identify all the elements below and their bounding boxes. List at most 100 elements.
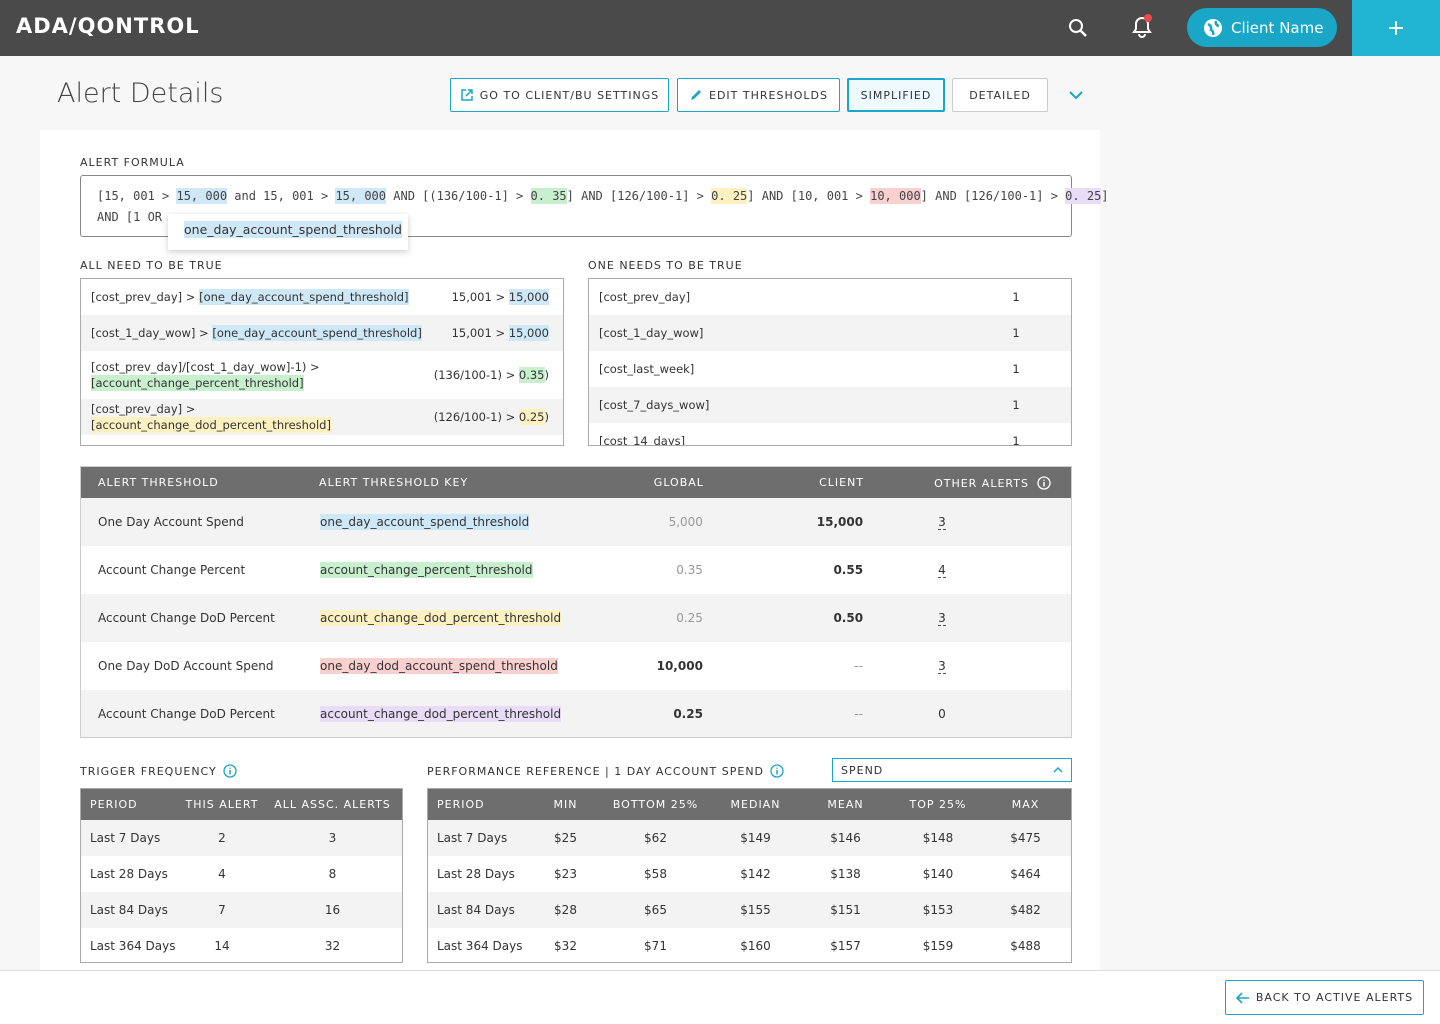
back-button[interactable]: BACK TO ACTIVE ALERTS: [1225, 980, 1424, 1015]
cell: $488: [981, 928, 1071, 962]
cell: 7: [181, 892, 264, 928]
cell-text: Last 84 Days: [437, 903, 515, 917]
formula-text: ] AND [126/100-1] >: [566, 189, 712, 203]
column-header: MAX: [981, 789, 1071, 820]
cell: One Day Account Spend: [81, 498, 320, 546]
column-header: THIS ALERT: [181, 789, 264, 820]
column-header-text: THIS ALERT: [185, 798, 259, 811]
cell: 5,000: [562, 498, 704, 546]
threshold-value: 0.25: [518, 409, 545, 425]
cell: $23: [536, 856, 596, 892]
cell: One Day DoD Account Spend: [81, 642, 319, 690]
column-header: ALERT THRESHOLD: [81, 467, 320, 498]
condition-row: [cost_prev_day] > [one_day_account_spend…: [81, 279, 563, 315]
add-button[interactable]: [1352, 0, 1440, 56]
cell-text: 4: [218, 867, 226, 881]
toolbar-button[interactable]: EDIT THRESHOLDS: [677, 78, 840, 112]
info-icon[interactable]: [770, 764, 784, 778]
condition-name: [cost_7_days_wow]: [599, 398, 710, 412]
column-header-text: GLOBAL: [653, 476, 704, 489]
cell-text: $149: [740, 831, 771, 845]
global-value: 0.35: [676, 563, 703, 577]
condition-value: 1: [1012, 398, 1020, 412]
column-header-text: OTHER ALERTS: [934, 476, 1029, 490]
cell-text: $65: [644, 903, 667, 917]
expression-text: [cost_prev_day]/[cost_1_day_wow]-1) >: [91, 360, 320, 374]
column-header: TOP 25%: [896, 789, 981, 820]
cell: 3: [264, 820, 402, 856]
cell-text: $140: [922, 867, 954, 881]
column-header: GLOBAL: [562, 467, 704, 498]
all-true-label: ALL NEED TO BE TRUE: [80, 259, 223, 272]
condition-name: [cost_1_day_wow]: [599, 326, 704, 340]
calculation-text: (126/100-1) >: [433, 410, 519, 424]
client-button[interactable]: Client Name: [1187, 8, 1337, 47]
cell-text: Last 7 Days: [437, 831, 508, 845]
condition-value: 1: [1012, 362, 1020, 376]
toolbar-button[interactable]: SIMPLIFIED: [847, 78, 945, 112]
other-alerts-count[interactable]: 4: [938, 563, 946, 578]
cell: $149: [716, 820, 796, 856]
toolbar-button[interactable]: GO TO CLIENT/BU SETTINGS: [450, 78, 669, 112]
cell: 3: [864, 498, 1071, 546]
cell: $62: [596, 820, 716, 856]
cell-text: $488: [1010, 939, 1041, 953]
formula-tooltip: one_day_account_spend_threshold: [168, 214, 408, 250]
threshold-key: account_change_percent_threshold: [320, 562, 533, 578]
expand-chevron[interactable]: [1066, 86, 1086, 104]
other-alerts-count[interactable]: 3: [938, 515, 946, 530]
dropdown-value: SPEND: [841, 763, 884, 777]
condition-value: 1: [1012, 434, 1020, 446]
cell: 15,000: [703, 498, 865, 546]
toolbar-button-text: SIMPLIFIED: [860, 88, 932, 102]
other-alerts-count[interactable]: 3: [938, 659, 946, 674]
cell: $157: [796, 928, 896, 962]
data-row: Last 364 Days $32 $71 $160 $157 $159 $488: [428, 928, 1071, 962]
cell: $153: [896, 892, 981, 928]
cell: 4: [864, 546, 1071, 594]
cell-text: $62: [644, 831, 667, 845]
cell-text: $142: [740, 867, 771, 881]
cell-text: $32: [554, 939, 577, 953]
formula-label: ALERT FORMULA: [80, 156, 185, 169]
column-header-text: CLIENT: [819, 476, 865, 489]
expression-text: [cost_1_day_wow] >: [91, 326, 213, 340]
header-row: PERIOD THIS ALERT ALL ASSC. ALERTS: [81, 789, 402, 820]
data-row: Last 84 Days $28 $65 $155 $151 $153 $482: [428, 892, 1071, 928]
toolbar-button[interactable]: DETAILED: [952, 78, 1048, 112]
trigger-label-row: TRIGGER FREQUENCY: [80, 764, 237, 778]
other-alerts-count[interactable]: 3: [938, 611, 946, 626]
cell: 2: [181, 820, 264, 856]
logo[interactable]: ADA/QONTROL: [16, 14, 200, 38]
all-true-list: [cost_prev_day] > [one_day_account_spend…: [80, 278, 564, 446]
formula-value: 0. 35: [530, 188, 567, 204]
cell: Last 28 Days: [81, 856, 181, 892]
column-header-text: ALL ASSC. ALERTS: [274, 798, 391, 811]
cell-text: $23: [554, 867, 577, 881]
formula-value: 10, 000: [870, 188, 921, 204]
column-header-text: MIN: [553, 798, 578, 811]
column-header: PERIOD: [81, 789, 181, 820]
metric-dropdown[interactable]: SPEND: [832, 758, 1072, 782]
info-icon[interactable]: [1037, 475, 1052, 490]
search-icon[interactable]: [1067, 17, 1089, 39]
cell: 0.55: [704, 546, 864, 594]
column-header-text: MEDIAN: [730, 798, 781, 811]
cell-text: $153: [922, 903, 954, 917]
cell-text: Last 84 Days: [90, 903, 168, 917]
cell-text: $475: [1010, 831, 1041, 845]
condition-row: [cost_1_day_wow] 1: [589, 315, 1071, 351]
condition-name: [cost_last_week]: [599, 362, 695, 376]
cell: account_change_percent_threshold: [319, 546, 562, 594]
threshold-key: [account_change_percent_threshold]: [91, 375, 304, 391]
condition-expression: [cost_prev_day] > [one_day_account_spend…: [91, 289, 409, 305]
info-icon[interactable]: [223, 764, 237, 778]
cell-text: 2: [218, 831, 226, 845]
condition-row: [cost_prev_day] 1: [589, 279, 1071, 315]
condition-row: [cost_prev_day]/[cost_1_day_wow]-1) > [a…: [81, 351, 563, 399]
arrow-left-icon: [1235, 991, 1249, 1004]
client-value: --: [854, 707, 864, 721]
notification-icon[interactable]: [1128, 12, 1156, 40]
cell: $464: [981, 856, 1071, 892]
